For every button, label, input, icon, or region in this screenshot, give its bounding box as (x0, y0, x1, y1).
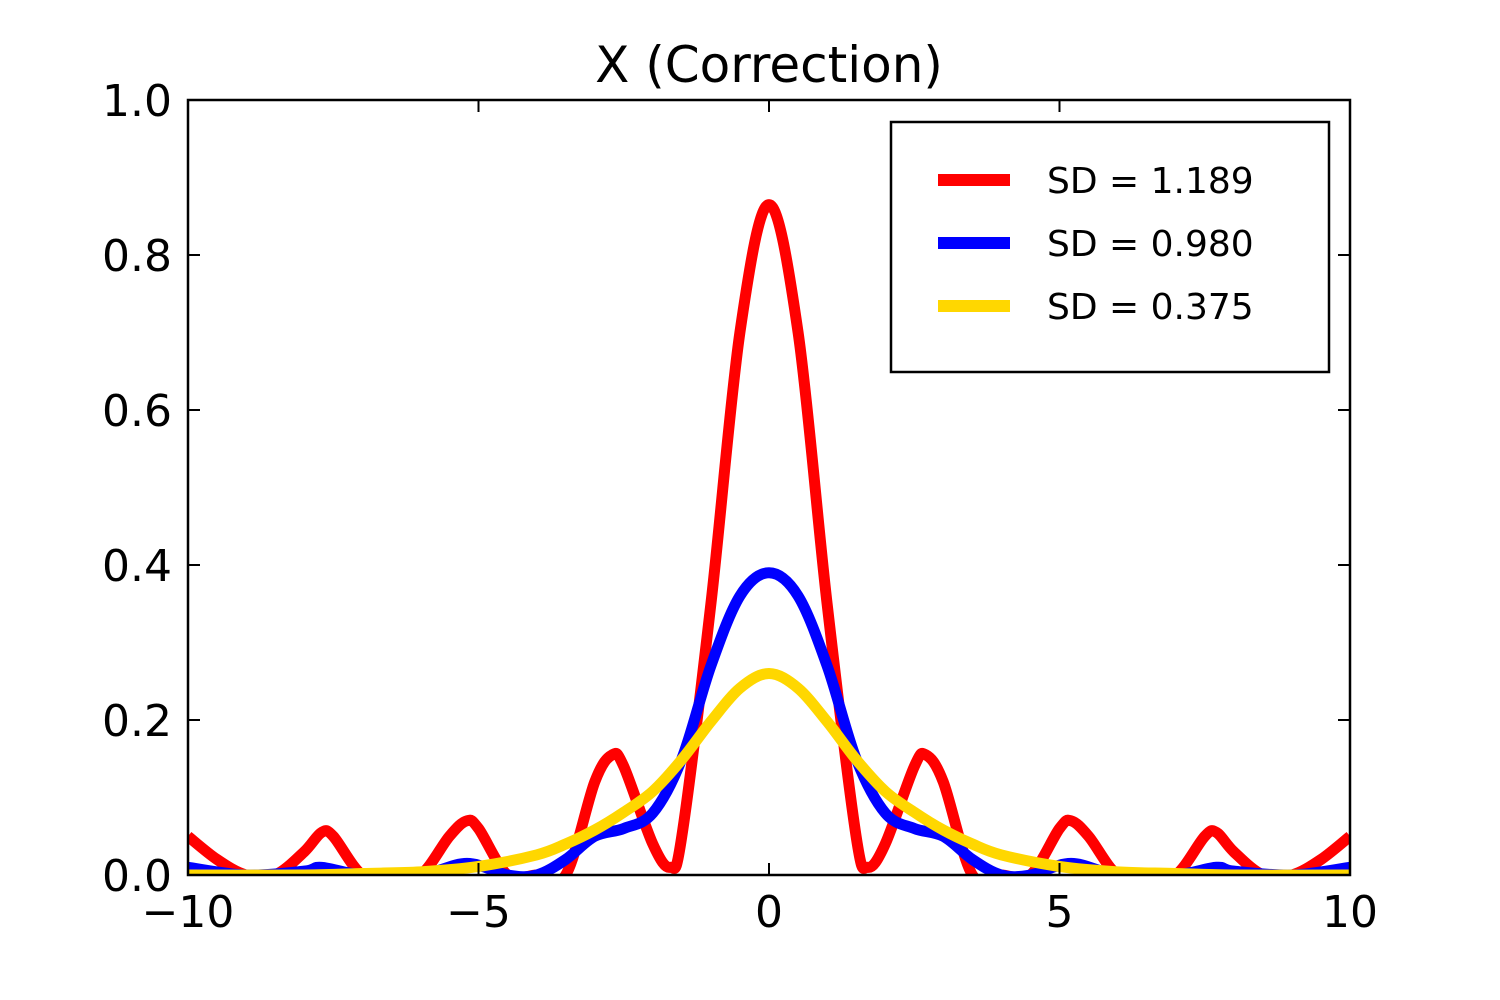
x-tick-label-3: 5 (1046, 887, 1074, 938)
legend-label-2: SD = 0.375 (1047, 287, 1254, 328)
series-line-2 (188, 668, 1350, 875)
y-tick-label-1: 0.2 (102, 696, 172, 747)
y-tick-label-5: 1.0 (102, 76, 172, 127)
legend-label-0: SD = 1.189 (1047, 161, 1254, 202)
x-tick-label-0: −10 (142, 887, 235, 938)
y-tick-label-3: 0.6 (102, 386, 172, 437)
y-tick-label-2: 0.4 (102, 541, 172, 592)
series-line-1 (188, 567, 1350, 875)
series-layer (188, 199, 1350, 875)
y-tick-label-4: 0.8 (102, 231, 172, 282)
x-tick-label-2: 0 (755, 887, 783, 938)
x-tick-label-4: 10 (1322, 887, 1378, 938)
legend: SD = 1.189 SD = 0.980 SD = 0.375 (889, 120, 1331, 374)
series-line-0 (188, 199, 1350, 875)
chart-title: X (Correction) (595, 36, 943, 94)
tick-layer: −10 −5 0 5 10 0.0 0.2 0.4 0.6 0.8 1.0 (102, 76, 1378, 938)
x-tick-label-1: −5 (446, 887, 511, 938)
legend-label-1: SD = 0.980 (1047, 224, 1254, 265)
y-tick-label-0: 0.0 (102, 851, 172, 902)
